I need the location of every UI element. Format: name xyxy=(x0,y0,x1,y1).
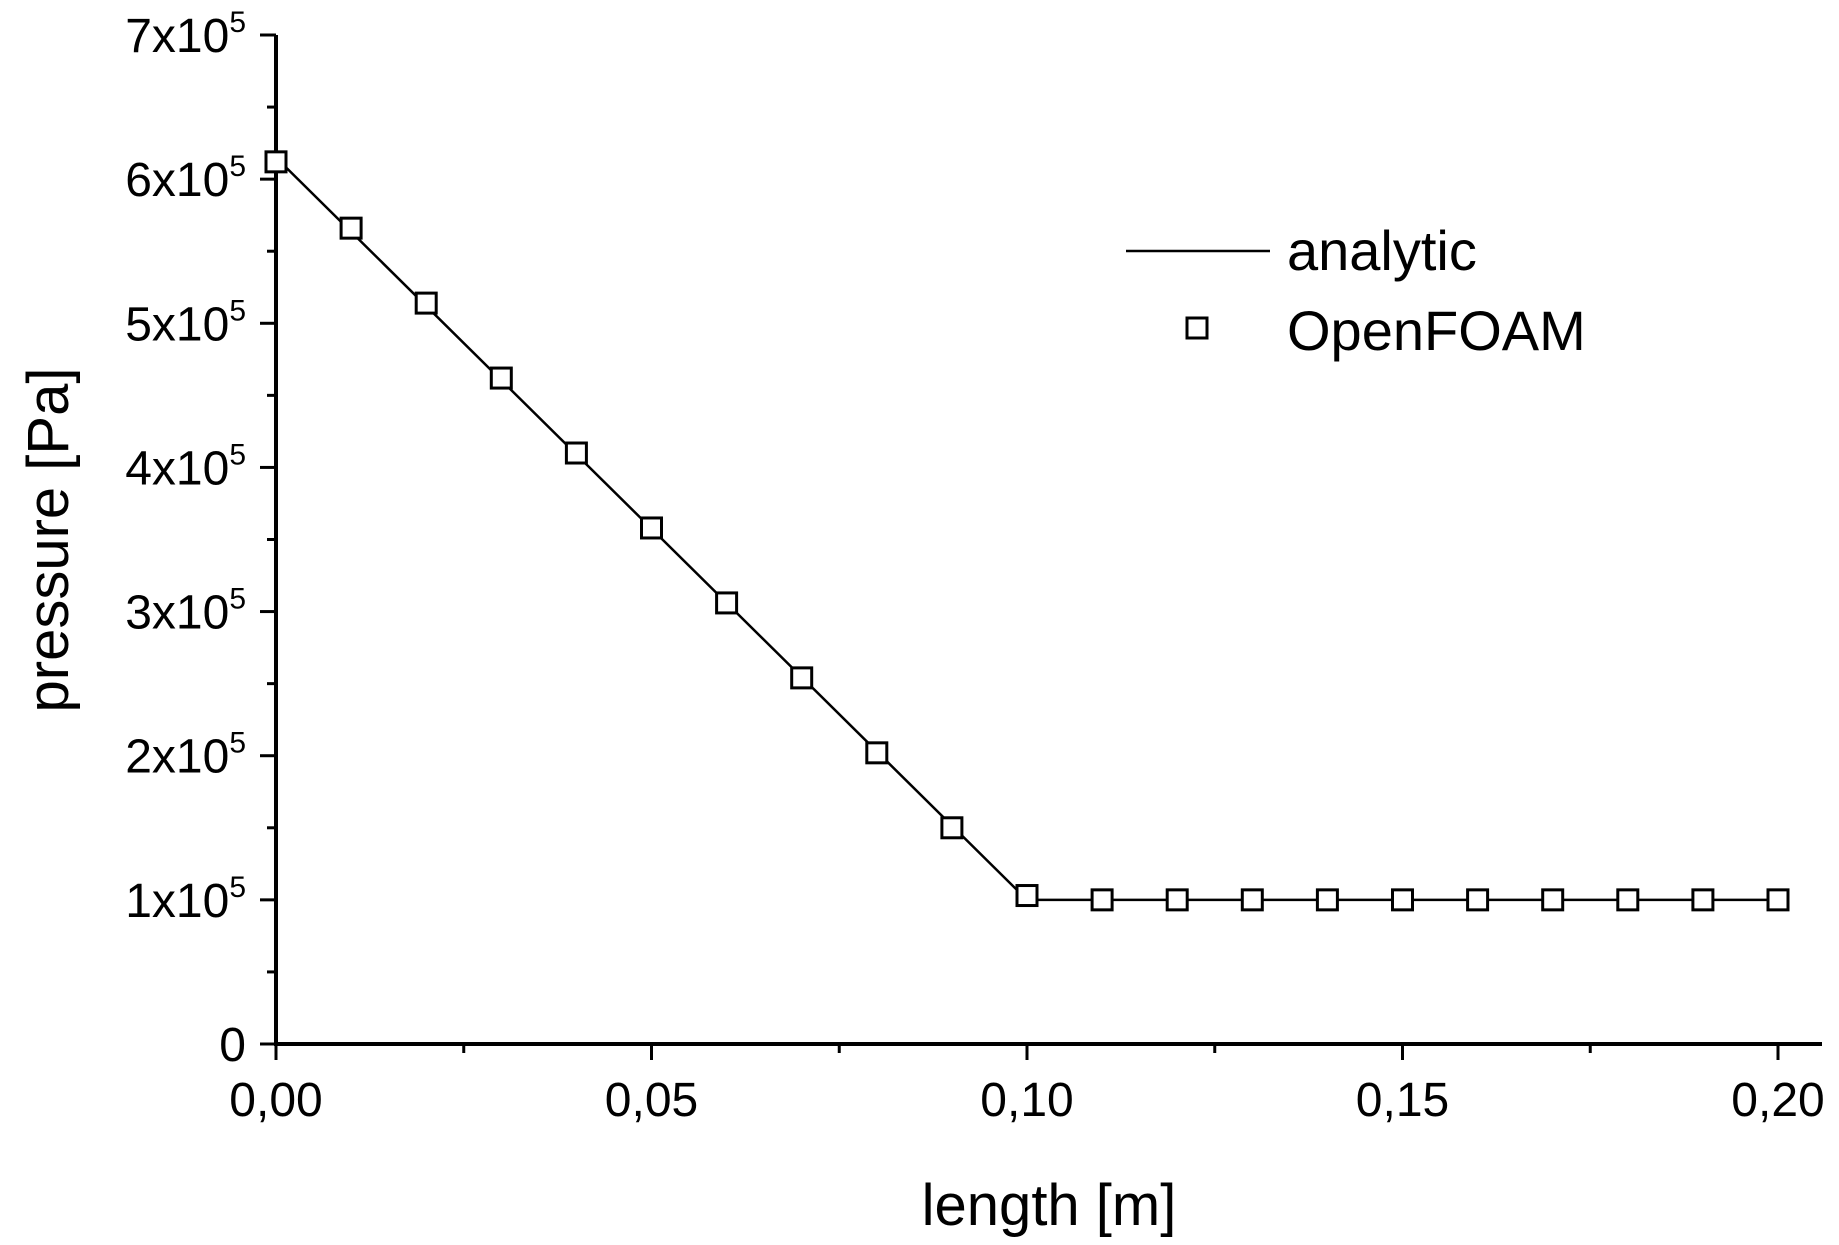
openfoam-marker xyxy=(1691,888,1715,912)
y-tick-label: 5x105 xyxy=(125,294,246,351)
series xyxy=(275,156,1778,902)
openfoam-marker xyxy=(1541,888,1565,912)
y-tick-label: 1x105 xyxy=(125,871,246,928)
x-axis-label: length [m] xyxy=(922,1173,1177,1238)
x-tick-label: 0,20 xyxy=(1731,1074,1824,1127)
y-tick-label: 4x105 xyxy=(125,438,246,495)
x-tick-label: 0,10 xyxy=(980,1074,1073,1127)
openfoam-marker xyxy=(564,441,588,465)
y-tick-label: 6x105 xyxy=(125,150,246,207)
openfoam-marker xyxy=(1391,888,1414,912)
openfoam-marker xyxy=(1240,888,1264,912)
openfoam-marker xyxy=(1015,884,1039,908)
x-tick-label: 0,05 xyxy=(605,1074,698,1127)
y-tick-label: 0 xyxy=(219,1019,246,1072)
openfoam-marker xyxy=(414,291,438,315)
ticks: 0,00 0,05 0,10 0,15 0,20 0 1x105 2x105 3x105 4x10… xyxy=(125,6,1824,1127)
y-axis-label: pressure [Pa] xyxy=(16,368,81,713)
legend: analytic OpenFOAM xyxy=(1126,219,1586,362)
y-tick-label: 3x105 xyxy=(125,583,246,640)
axes xyxy=(274,35,1822,1046)
x-tick-label: 0,15 xyxy=(1356,1074,1449,1127)
y-tick-label: 7x105 xyxy=(125,6,246,63)
legend-openfoam-label: OpenFOAM xyxy=(1287,299,1586,362)
analytic-line xyxy=(275,156,1778,902)
openfoam-marker xyxy=(489,366,513,390)
openfoam-marker xyxy=(1616,888,1640,912)
openfoam-marker xyxy=(1466,888,1490,912)
legend-analytic-label: analytic xyxy=(1287,219,1477,282)
openfoam-marker xyxy=(715,591,739,615)
y-tick-label: 2x105 xyxy=(125,727,246,784)
openfoam-marker xyxy=(1315,888,1339,912)
openfoam-marker xyxy=(640,516,663,540)
openfoam-marker xyxy=(865,741,889,765)
openfoam-marker xyxy=(339,216,363,240)
openfoam-marker xyxy=(790,666,814,690)
x-tick-label: 0,00 xyxy=(229,1074,322,1127)
legend-openfoam-marker xyxy=(1185,316,1209,340)
openfoam-marker xyxy=(1165,888,1189,912)
openfoam-marker xyxy=(1766,888,1790,912)
openfoam-marker xyxy=(940,816,964,840)
markers xyxy=(264,150,1790,912)
openfoam-marker xyxy=(264,150,288,174)
openfoam-marker xyxy=(1090,888,1114,912)
